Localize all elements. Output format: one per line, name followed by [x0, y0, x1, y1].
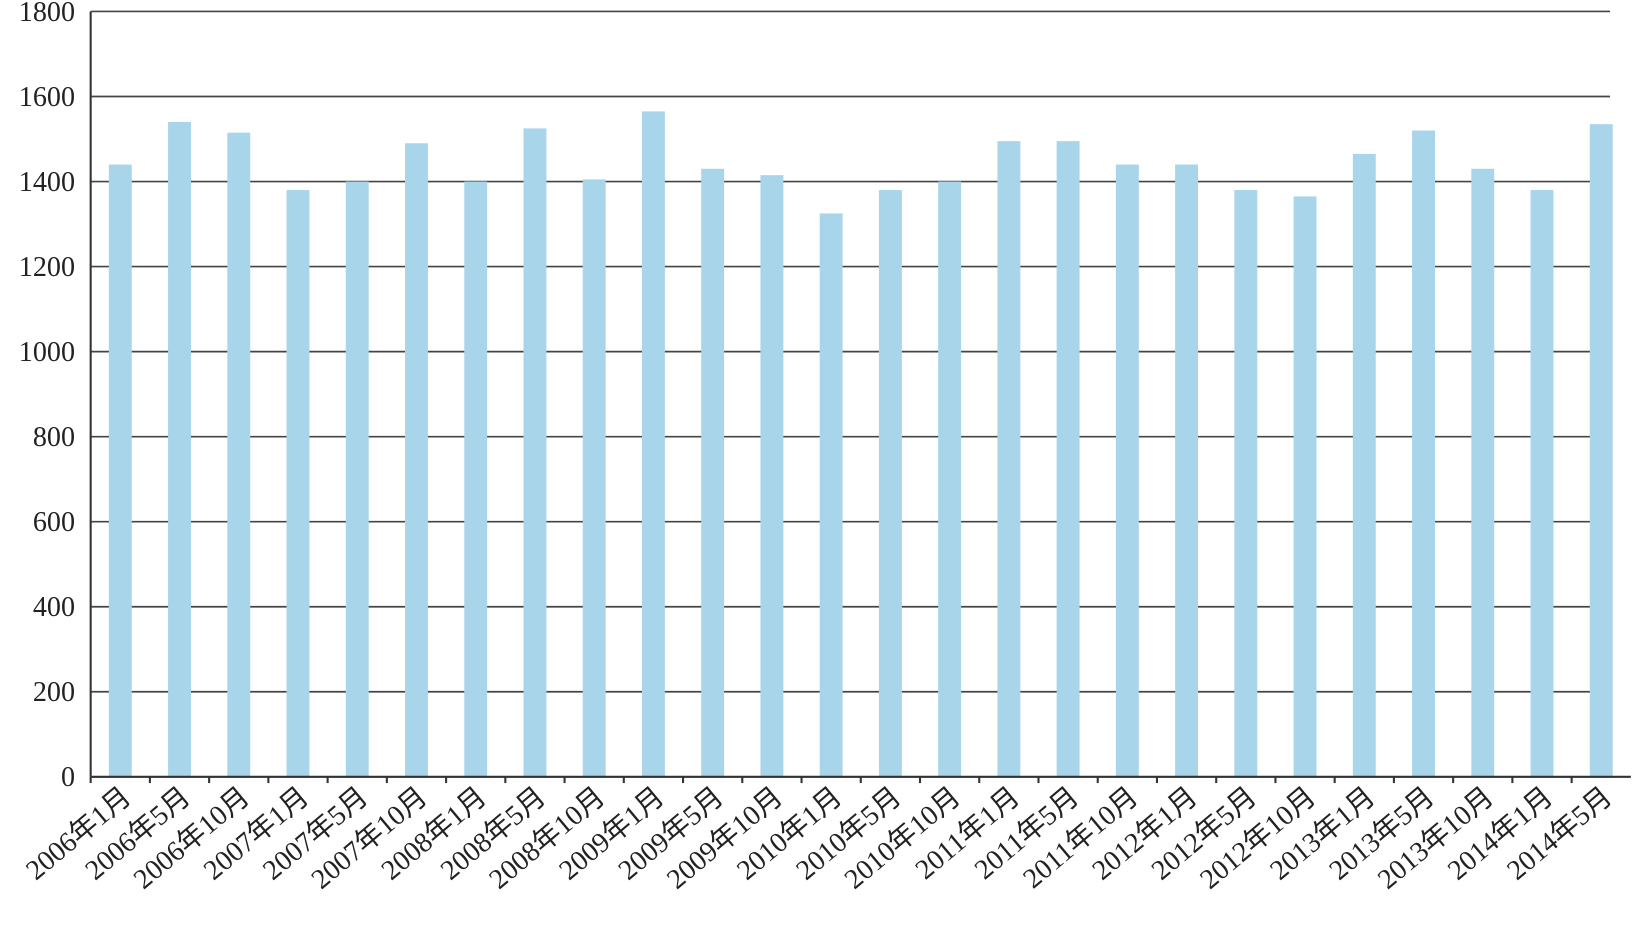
bar [345, 181, 369, 777]
bar [641, 111, 665, 777]
bar [108, 164, 132, 777]
bar [878, 190, 902, 777]
bar [1175, 164, 1199, 777]
bar [1115, 164, 1139, 777]
bar [227, 132, 251, 777]
bar [523, 128, 547, 777]
bar [1352, 153, 1376, 777]
bar [1056, 141, 1080, 777]
bar [286, 190, 310, 777]
bar [701, 168, 725, 777]
bar [464, 181, 488, 777]
bar [997, 141, 1021, 777]
bar [582, 179, 606, 777]
bar [1530, 190, 1554, 777]
y-tick-label: 200 [33, 677, 75, 708]
bar [1293, 196, 1317, 777]
y-tick-label: 1800 [19, 0, 75, 28]
bar [168, 122, 191, 777]
y-tick-label: 1600 [19, 82, 75, 113]
bar [1471, 168, 1495, 777]
y-tick-label: 1200 [19, 252, 75, 283]
bar [1589, 124, 1613, 777]
bar [938, 181, 962, 777]
bar [1412, 130, 1436, 777]
y-tick-label: 400 [33, 592, 75, 623]
y-tick-label: 800 [33, 422, 75, 453]
bar [819, 213, 843, 777]
y-tick-label: 600 [33, 507, 75, 538]
bar [760, 175, 784, 777]
y-tick-label: 0 [61, 762, 75, 793]
y-tick-label: 1400 [19, 167, 75, 198]
y-tick-label: 1000 [19, 337, 75, 368]
bar [1234, 190, 1258, 777]
bar [405, 143, 428, 777]
